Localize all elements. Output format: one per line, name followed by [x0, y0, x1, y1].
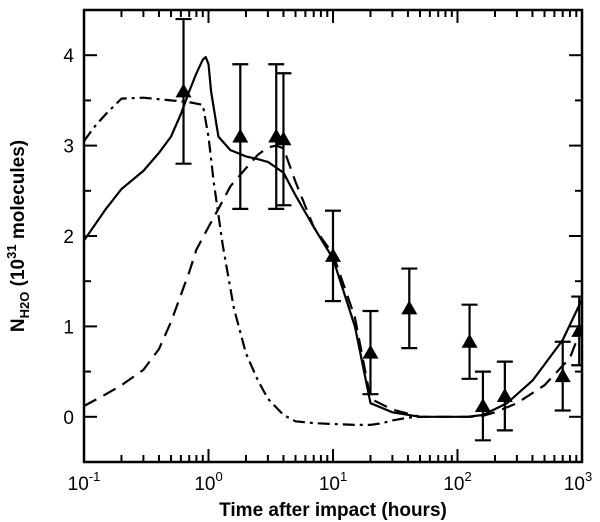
x-tick-label: 100	[194, 469, 222, 495]
y-tick-label: 1	[63, 317, 74, 338]
data-point-12	[571, 295, 582, 367]
data-point-6	[362, 309, 379, 396]
x-tick-base: 10	[194, 474, 215, 495]
x-tick-base: 10	[319, 474, 340, 495]
x-tick-base: 10	[443, 474, 464, 495]
triangle-marker	[362, 344, 379, 359]
x-axis-title: Time after impact (hours)	[219, 500, 447, 521]
y-tick-label: 2	[63, 227, 74, 248]
triangle-marker	[175, 83, 192, 98]
x-tick-exponent: 1	[340, 469, 347, 484]
data-point-2	[232, 63, 249, 210]
x-tick-exponent: 3	[585, 469, 592, 484]
data-point-8	[461, 303, 478, 380]
x-tick-exponent: 2	[464, 469, 471, 484]
y-axis-title: NH2O (1031 molecules)	[4, 140, 32, 332]
data-point-9	[474, 370, 491, 442]
y-axis-title-superscript: 31	[4, 244, 19, 258]
y-axis-title-suffix: molecules)	[8, 140, 29, 245]
triangle-marker	[496, 388, 513, 403]
x-tick-label: 101	[319, 469, 347, 495]
x-tick-base: 10	[68, 474, 89, 495]
y-axis-title-main: N	[8, 318, 29, 332]
data-point-5	[325, 209, 341, 303]
triangle-marker	[571, 322, 582, 337]
y-axis-title-prefix: (10	[8, 259, 29, 292]
data-point-7	[401, 267, 418, 350]
plot-content	[84, 17, 582, 442]
data-point-11	[554, 340, 571, 412]
x-tick-label: 103	[564, 469, 592, 495]
triangle-marker	[275, 131, 292, 146]
x-tick-base: 10	[564, 474, 585, 495]
x-tick-exponent: 0	[215, 469, 222, 484]
triangle-marker	[325, 247, 341, 262]
triangle-marker	[474, 397, 491, 412]
triangle-marker	[461, 333, 478, 348]
y-axis-title-subscript: H2O	[17, 292, 32, 319]
x-tick-label: 10-1	[68, 469, 101, 495]
y-tick-label: 3	[63, 137, 74, 158]
triangle-marker	[554, 368, 571, 383]
y-tick-label: 4	[63, 46, 74, 67]
data-point-4	[275, 72, 292, 207]
axis-ticks	[83, 9, 583, 463]
x-tick-label: 102	[443, 469, 471, 495]
series-line-dash-dot	[84, 96, 421, 426]
triangle-marker	[401, 300, 418, 315]
y-tick-label: 0	[63, 408, 74, 429]
triangle-marker	[232, 128, 249, 143]
data-point-10	[496, 360, 513, 432]
x-tick-exponent: -1	[89, 469, 101, 484]
data-point-1	[175, 17, 192, 165]
